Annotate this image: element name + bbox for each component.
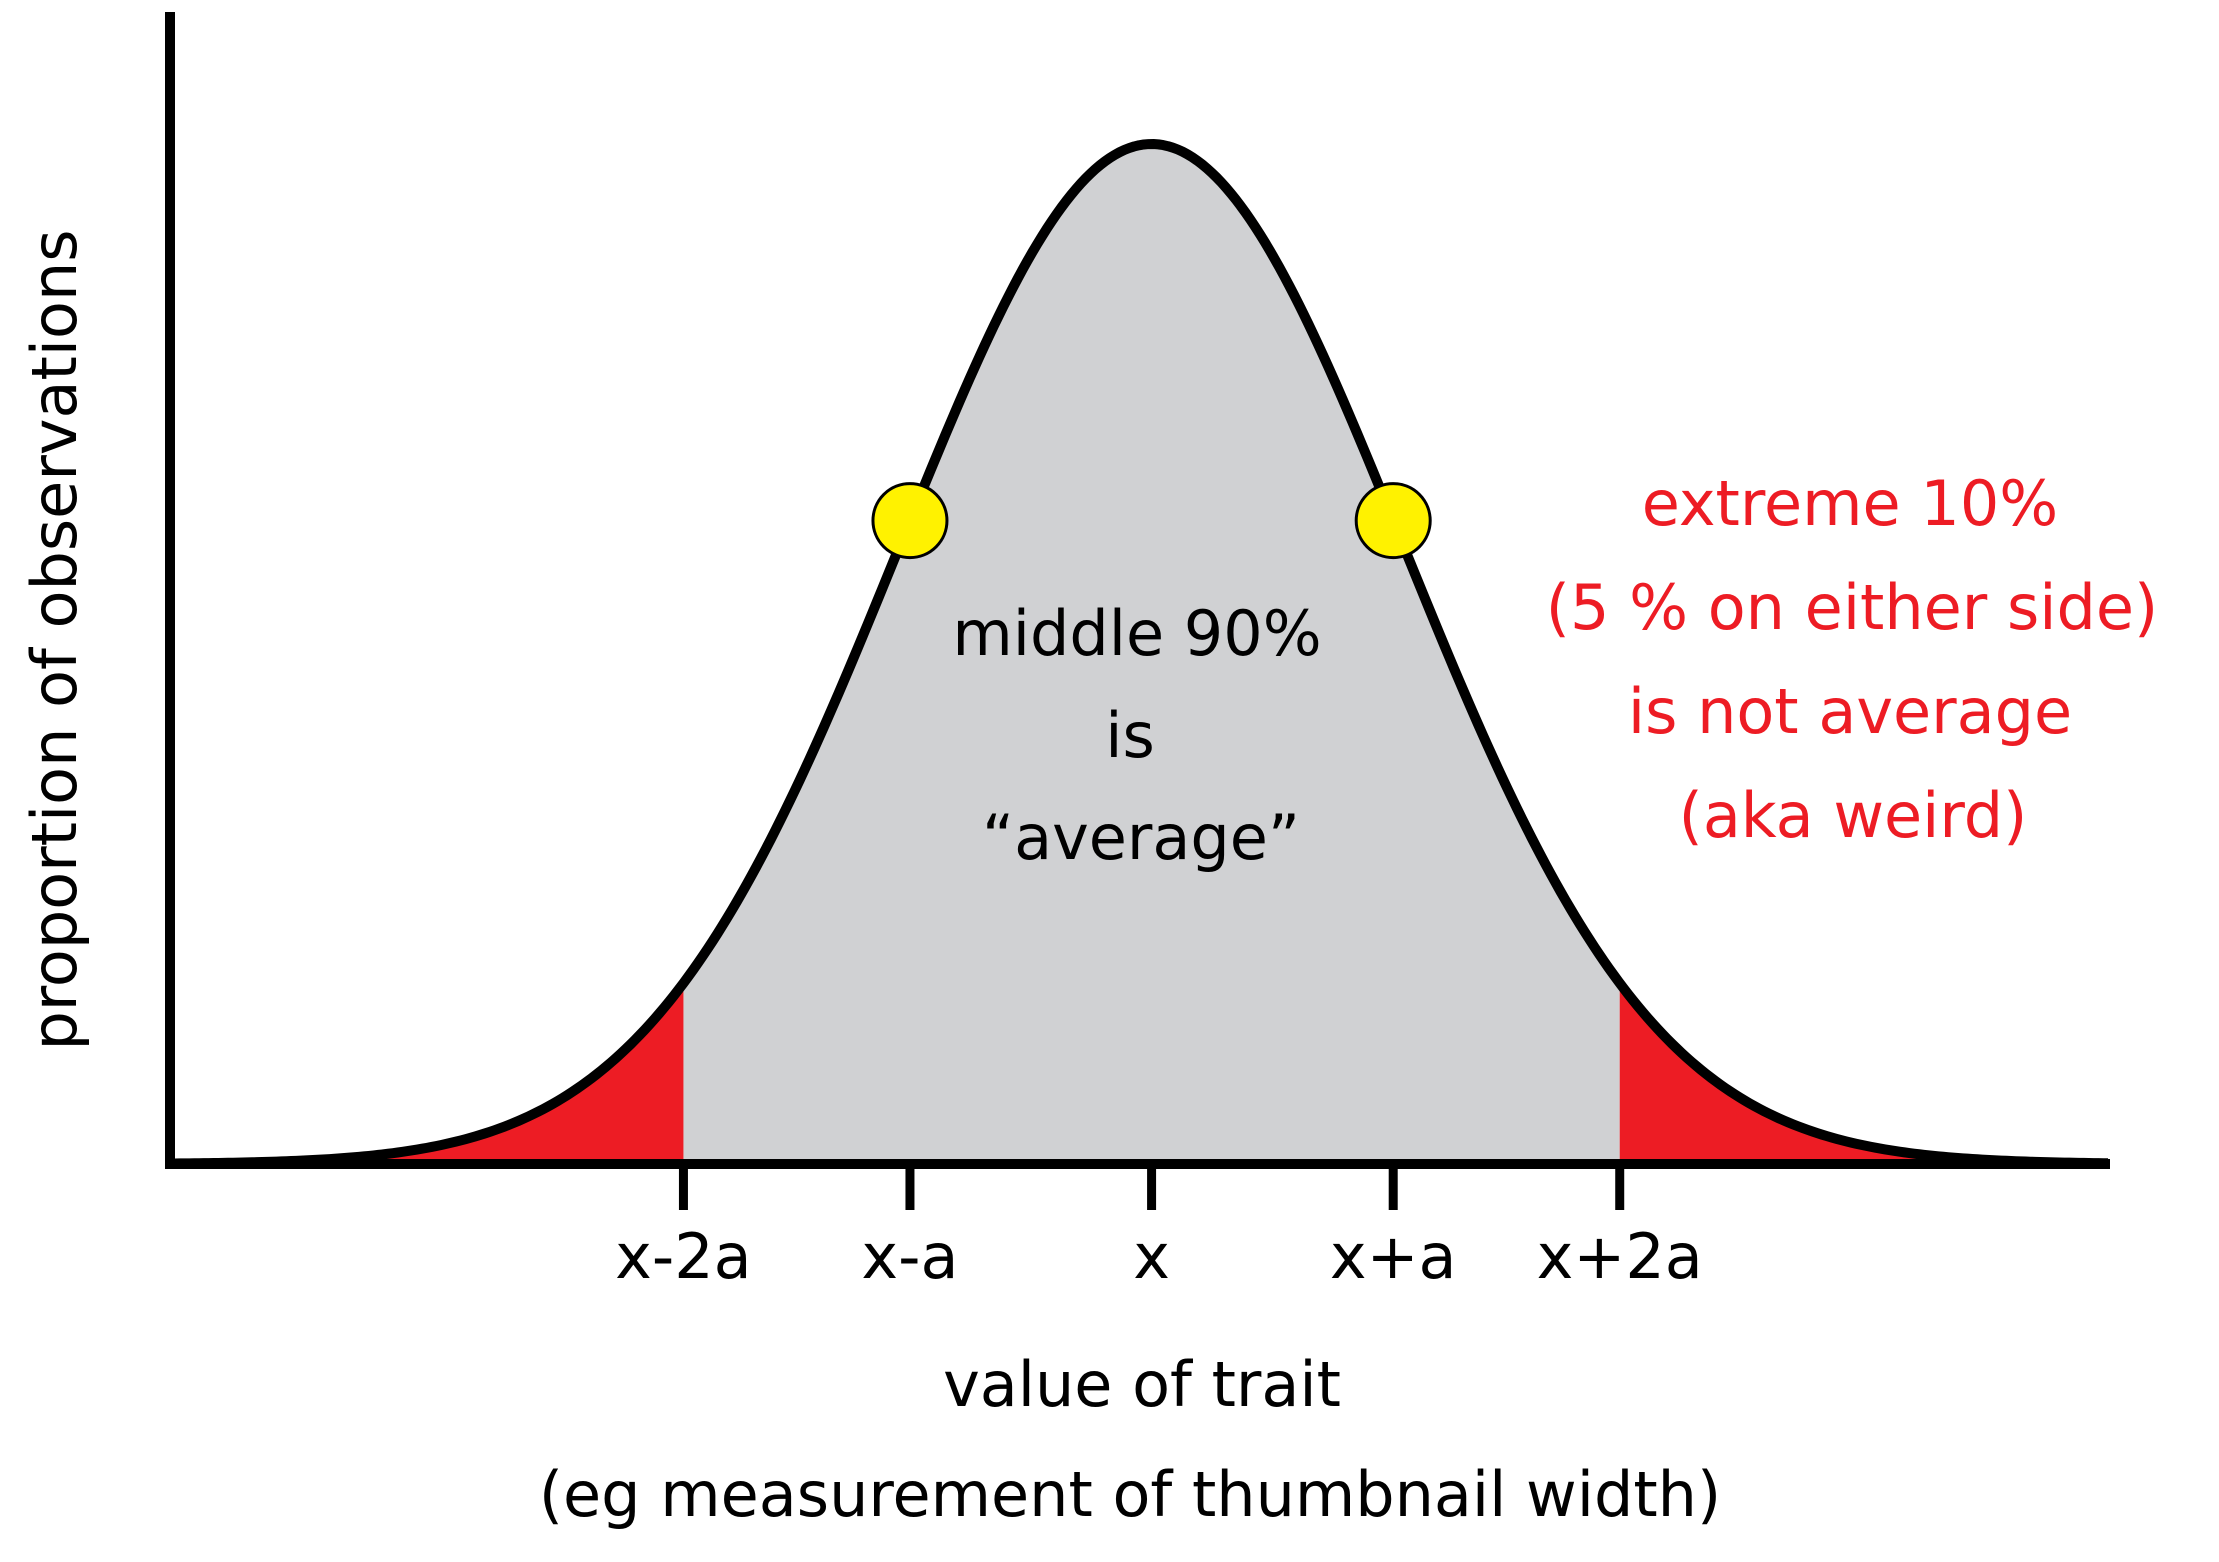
region-left-tail [170, 983, 684, 1164]
extreme-annotation-line-4: (aka weird) [1679, 779, 2028, 852]
tick-label-1: x-a [861, 1220, 958, 1293]
tick-label-3: x+a [1330, 1220, 1457, 1293]
tick-label-4: x+2a [1537, 1220, 1703, 1293]
middle-annotation-line-3: “average” [982, 801, 1300, 874]
extreme-annotation-line-2: (5 % on either side) [1546, 571, 2158, 644]
x-axis-label: value of trait [943, 1348, 1341, 1421]
tick-label-0: x-2a [615, 1220, 752, 1293]
middle-annotation-line-2: is [1105, 699, 1155, 772]
extreme-annotation-line-1: extreme 10% [1642, 467, 2058, 540]
extreme-annotation-line-3: is not average [1628, 675, 2072, 748]
tick-label-2: x [1133, 1220, 1170, 1293]
region-right-tail [1619, 983, 2108, 1164]
distribution-curve [169, 139, 2109, 1169]
ticks-layer: x-2a x-a x x+a x+2a [615, 1164, 1703, 1293]
markers-layer [871, 482, 1432, 560]
regions-layer [170, 144, 2108, 1164]
middle-annotation-line-1: middle 90% [952, 597, 1321, 670]
marker-1 [1354, 482, 1432, 560]
region-middle [683, 144, 1620, 1164]
y-axis-label: proportion of observations [18, 229, 91, 1050]
x-axis-sublabel: (eg measurement of thumbnail width) [539, 1458, 1721, 1531]
marker-0 [871, 482, 949, 560]
